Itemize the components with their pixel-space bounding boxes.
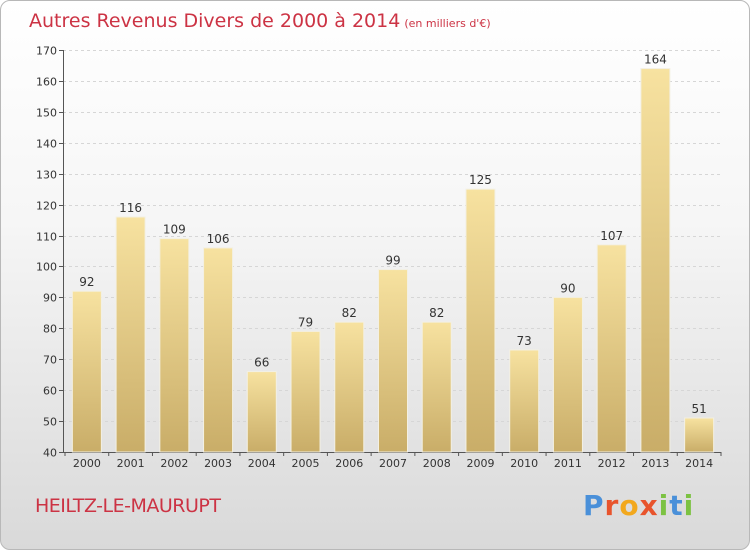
y-tick-label: 140 bbox=[36, 138, 57, 151]
bar-2005 bbox=[290, 330, 321, 453]
x-tick-label-2010: 2010 bbox=[510, 457, 538, 470]
data-label-2006: 82 bbox=[342, 306, 357, 320]
bar-2012 bbox=[596, 244, 627, 453]
bar-2014 bbox=[684, 417, 715, 453]
logo-letter: r bbox=[604, 489, 620, 522]
x-tick-label-2013: 2013 bbox=[641, 457, 669, 470]
y-tick-label: 120 bbox=[36, 200, 57, 213]
x-tick-label-2009: 2009 bbox=[466, 457, 494, 470]
y-tick-label: 40 bbox=[43, 447, 57, 460]
bar-2011 bbox=[552, 296, 583, 453]
data-label-2009: 125 bbox=[469, 173, 492, 187]
bar-2004 bbox=[246, 371, 277, 453]
logo-letter: x bbox=[639, 489, 659, 522]
bars bbox=[71, 68, 715, 453]
bar-2008 bbox=[421, 321, 452, 453]
data-label-2011: 90 bbox=[560, 281, 575, 295]
data-label-2002: 109 bbox=[163, 223, 186, 237]
logo-letter: i bbox=[683, 489, 695, 522]
logo-letter: t bbox=[669, 489, 684, 522]
data-label-2014: 51 bbox=[691, 402, 706, 416]
x-tick-label-2005: 2005 bbox=[292, 457, 320, 470]
bar-2002 bbox=[159, 238, 190, 453]
bar-2013 bbox=[640, 68, 671, 453]
data-label-2003: 106 bbox=[207, 232, 230, 246]
y-tick-label: 50 bbox=[43, 416, 57, 429]
y-tick-label: 100 bbox=[36, 261, 57, 274]
logo-letter: i bbox=[658, 489, 670, 522]
x-tick-label-2007: 2007 bbox=[379, 457, 407, 470]
y-tick-label: 110 bbox=[36, 231, 57, 244]
commune-name: HEILTZ-LE-MAURUPT bbox=[35, 495, 221, 517]
y-tick-label: 150 bbox=[36, 107, 57, 120]
x-tick-label-2004: 2004 bbox=[248, 457, 276, 470]
y-tick-label: 160 bbox=[36, 76, 57, 89]
data-label-2001: 116 bbox=[119, 201, 142, 215]
data-label-2012: 107 bbox=[600, 229, 623, 243]
x-tick-label-2014: 2014 bbox=[685, 457, 713, 470]
y-tick-label: 170 bbox=[36, 45, 57, 58]
data-label-2010: 73 bbox=[517, 334, 532, 348]
y-tick-label: 90 bbox=[43, 292, 57, 305]
chart-title: Autres Revenus Divers de 2000 à 2014 (en … bbox=[29, 10, 491, 32]
bar-2010 bbox=[509, 349, 540, 453]
data-label-2007: 99 bbox=[385, 254, 400, 268]
y-tick-label: 70 bbox=[43, 354, 57, 367]
data-label-2000: 92 bbox=[79, 275, 94, 289]
x-tick-label-2000: 2000 bbox=[73, 457, 101, 470]
data-label-2005: 79 bbox=[298, 315, 313, 329]
bar-2009 bbox=[465, 188, 496, 453]
data-label-2004: 66 bbox=[254, 356, 269, 370]
x-tick-label-2011: 2011 bbox=[554, 457, 582, 470]
y-tick-label: 80 bbox=[43, 323, 57, 336]
chart-title-unit: (en milliers d'€) bbox=[404, 17, 491, 30]
data-label-2008: 82 bbox=[429, 306, 444, 320]
y-tick-label: 60 bbox=[43, 385, 57, 398]
logo-letter: o bbox=[619, 489, 640, 522]
x-tick-label-2002: 2002 bbox=[160, 457, 188, 470]
logo-letter: P bbox=[583, 489, 605, 522]
axes: 40 50 60 70 80 90 100 110 120 130 140 150 160 170 2000… bbox=[36, 45, 722, 470]
bar-2001 bbox=[115, 216, 146, 453]
proxiti-logo: Proxiti bbox=[583, 489, 694, 522]
x-tick-label-2001: 2001 bbox=[117, 457, 145, 470]
x-tick-label-2006: 2006 bbox=[335, 457, 363, 470]
bar-2007 bbox=[378, 269, 408, 453]
bar-2000 bbox=[71, 290, 102, 453]
data-labels: 92 116 109 106 66 79 82 99 82 125 73 90 107 164 51 bbox=[79, 53, 707, 416]
x-tick-label-2008: 2008 bbox=[423, 457, 451, 470]
x-tick-label-2003: 2003 bbox=[204, 457, 232, 470]
bar-2003 bbox=[203, 247, 234, 453]
x-tick-label-2012: 2012 bbox=[598, 457, 626, 470]
y-tick-label: 130 bbox=[36, 169, 57, 182]
data-label-2013: 164 bbox=[644, 53, 667, 67]
bar-2006 bbox=[334, 321, 365, 453]
